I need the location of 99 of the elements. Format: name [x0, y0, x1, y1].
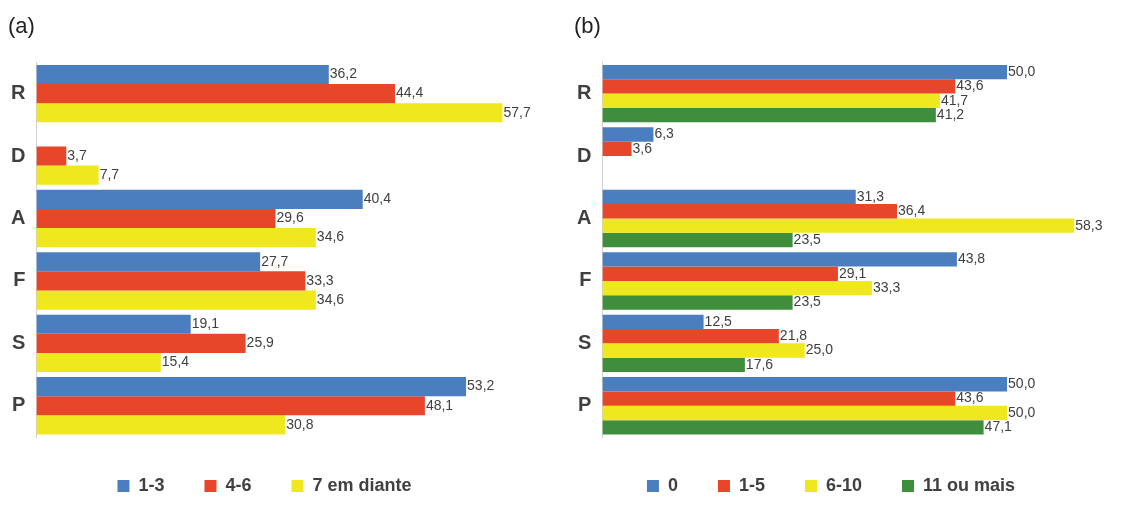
- data-label: 34,6: [316, 228, 345, 245]
- data-label: 33,3: [872, 278, 901, 295]
- data-label: 23,5: [793, 230, 822, 247]
- bar: [602, 420, 984, 435]
- legend-label: 6-10: [825, 474, 863, 495]
- data-label: 23,5: [793, 293, 822, 310]
- bar: [602, 107, 936, 123]
- bar: [602, 204, 898, 219]
- bar: [602, 252, 957, 267]
- y-tick-label: D: [576, 143, 592, 166]
- y-tick-label: S: [12, 330, 26, 353]
- data-label: 7,7: [99, 166, 120, 183]
- data-label: 43,6: [956, 389, 984, 406]
- data-label: 50,0: [1008, 375, 1036, 392]
- bar: [602, 79, 956, 94]
- y-tick-label: P: [12, 393, 26, 416]
- bar: [36, 64, 329, 85]
- y-tick-label: F: [13, 268, 26, 291]
- bar: [36, 396, 425, 416]
- data-label: 29,1: [838, 264, 867, 281]
- data-label: 25,0: [805, 341, 834, 358]
- data-label: 43,8: [957, 250, 986, 267]
- bar: [602, 93, 940, 108]
- bar: [602, 266, 838, 281]
- data-label: 25,9: [246, 334, 275, 351]
- bar: [602, 141, 632, 157]
- bar: [602, 357, 745, 373]
- data-label: 33,3: [306, 271, 334, 288]
- data-label: 17,6: [745, 355, 774, 372]
- chart-title: (b): [574, 13, 601, 39]
- bar: [602, 280, 872, 296]
- bar: [36, 189, 363, 209]
- data-label: 3,7: [67, 146, 87, 163]
- data-label: 50,0: [1008, 403, 1036, 420]
- bar: [602, 328, 779, 344]
- data-label: 41,7: [940, 91, 969, 108]
- bar: [602, 232, 793, 248]
- y-tick-label: A: [576, 206, 592, 228]
- data-label: 43,6: [956, 77, 984, 94]
- data-label: 58,3: [1075, 216, 1103, 233]
- bar: [602, 377, 1008, 392]
- data-label: 44,4: [396, 84, 424, 101]
- bar: [602, 391, 956, 406]
- bar: [602, 127, 654, 142]
- legend-label: 0: [667, 474, 678, 495]
- chart-title: (a): [8, 13, 35, 39]
- bar: [602, 295, 793, 310]
- y-tick-label: P: [578, 393, 592, 416]
- bar: [602, 343, 805, 358]
- legend-label: 1-5: [738, 474, 765, 495]
- data-label: 19,1: [191, 315, 220, 332]
- y-tick-label: F: [579, 268, 592, 291]
- y-tick-label: S: [578, 330, 592, 353]
- y-tick-label: R: [10, 81, 26, 104]
- bar: [36, 228, 316, 248]
- data-label: 36,4: [898, 202, 926, 219]
- bar: [36, 146, 67, 166]
- data-label: 53,2: [467, 377, 495, 394]
- bar: [36, 290, 316, 310]
- data-label: 27,7: [261, 252, 289, 269]
- bar: [36, 252, 261, 272]
- legend-label: 7 em diante: [312, 474, 412, 495]
- bar: [36, 314, 191, 334]
- data-label: 47,1: [984, 418, 1013, 435]
- data-label: 15,4: [161, 353, 190, 370]
- data-label: 6,3: [654, 125, 675, 142]
- data-label: 57,7: [503, 103, 531, 120]
- data-label: 30,8: [286, 415, 314, 432]
- bar: [36, 333, 246, 353]
- legend-label: 4-6: [225, 474, 252, 495]
- legend-label: 11 ou mais: [923, 474, 1016, 495]
- data-label: 40,4: [363, 190, 392, 207]
- bar: [36, 208, 276, 229]
- bar: [36, 271, 306, 291]
- data-label: 21,8: [779, 327, 808, 344]
- bar: [36, 377, 467, 397]
- y-tick-label: A: [10, 206, 26, 228]
- bar: [36, 165, 99, 185]
- y-tick-label: D: [10, 143, 26, 166]
- data-label: 12,5: [704, 312, 733, 329]
- bar: [602, 405, 1008, 421]
- bar: [602, 64, 1008, 80]
- bar: [602, 314, 704, 329]
- bar: [36, 84, 396, 104]
- data-label: 50,0: [1008, 62, 1036, 79]
- data-label: 31,3: [856, 187, 885, 204]
- bar: [602, 189, 856, 205]
- data-label: 41,2: [936, 106, 965, 123]
- bar: [36, 352, 161, 373]
- data-label: 29,6: [276, 209, 304, 226]
- y-tick-label: R: [576, 81, 592, 104]
- bar: [602, 218, 1075, 233]
- data-label: 48,1: [425, 396, 454, 413]
- data-label: 34,6: [316, 290, 345, 307]
- data-label: 3,6: [632, 139, 653, 156]
- bar: [36, 103, 503, 123]
- data-label: 36,2: [329, 65, 358, 82]
- legend-label: 1-3: [138, 474, 165, 495]
- bar: [36, 415, 286, 435]
